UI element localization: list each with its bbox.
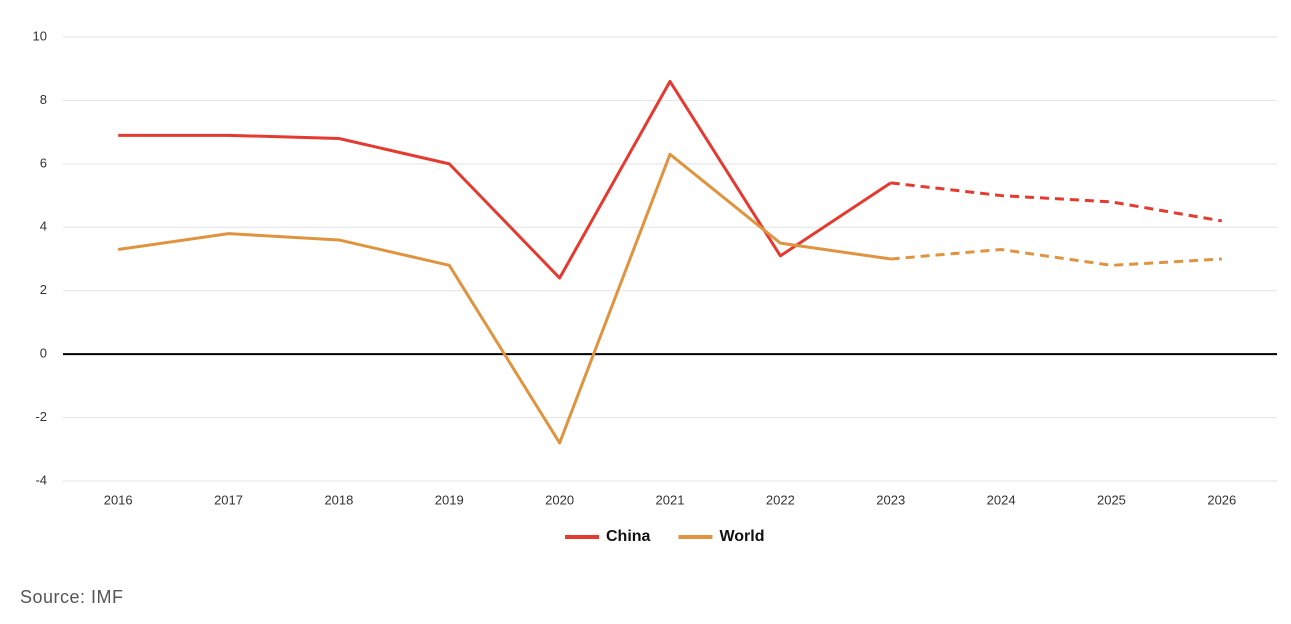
- x-tick-label: 2023: [876, 492, 905, 507]
- legend-text: China: [606, 528, 651, 545]
- forecast-line: [890, 181, 1223, 223]
- y-tick-label: 6: [40, 155, 47, 170]
- y-tick-label: 10: [33, 28, 47, 43]
- x-tick-label: 2020: [545, 492, 574, 507]
- x-tick-label: 2017: [214, 492, 243, 507]
- data-line: [118, 79, 892, 280]
- y-tick-label: 4: [40, 219, 47, 234]
- x-tick-label: 2016: [104, 492, 133, 507]
- y-tick-label: 2: [40, 282, 47, 297]
- x-tick-label: 2018: [324, 492, 353, 507]
- x-tick-label: 2022: [766, 492, 795, 507]
- legend-text: World: [719, 528, 764, 545]
- x-tick-label: 2026: [1207, 492, 1236, 507]
- y-tick-label: 8: [40, 92, 47, 107]
- forecast-line: [890, 247, 1222, 267]
- y-tick-label: -2: [35, 409, 47, 424]
- y-tick-label: 0: [40, 346, 47, 361]
- x-tick-label: 2025: [1097, 492, 1126, 507]
- y-tick-label: -4: [35, 472, 47, 487]
- data-line: [117, 152, 891, 445]
- x-tick-label: 2021: [656, 492, 685, 507]
- source-note: Source: IMF: [20, 587, 124, 607]
- x-tick-label: 2024: [987, 492, 1016, 507]
- x-tick-label: 2019: [435, 492, 464, 507]
